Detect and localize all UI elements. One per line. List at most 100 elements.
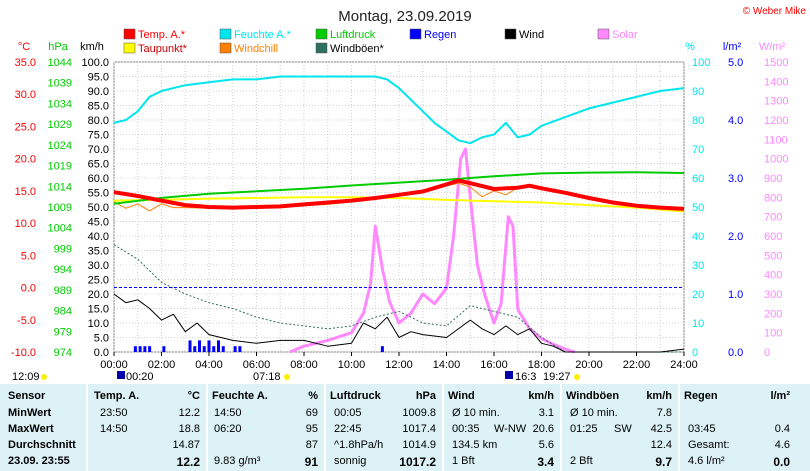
- gust-info: 2 Bft: [570, 455, 593, 467]
- header-hum-unit: %: [308, 390, 318, 402]
- axis-tick-label: 25.0: [88, 275, 109, 287]
- rain-bar: [148, 346, 152, 352]
- x-tick-label: 20:00: [575, 359, 603, 371]
- legend-label: Windchill: [234, 43, 278, 55]
- legend-swatch: [219, 42, 232, 54]
- press-time: 22:45: [334, 423, 362, 435]
- rain-value: 0.4: [774, 423, 790, 435]
- legend-swatch: [409, 28, 422, 40]
- legend-label: Temp. A.*: [138, 29, 186, 41]
- temp-value: 14.87: [172, 439, 200, 451]
- axis-tick-label: 20.0: [88, 289, 109, 301]
- legend-label: Regen: [424, 29, 456, 41]
- legend-item: Feuchte A.*: [219, 28, 292, 41]
- time-marker: 00:20: [126, 371, 154, 383]
- sun-icon: [574, 374, 580, 380]
- axis-tick-label: 984: [54, 306, 72, 318]
- axis-tick-label: 35.0: [88, 246, 109, 258]
- axis-tick-label: 30.0: [88, 260, 109, 272]
- table-column-bg: [680, 384, 810, 471]
- rain-value: 4.6: [774, 439, 790, 451]
- axis-tick-label: 60: [692, 173, 704, 185]
- wind-value: 20.6: [532, 423, 554, 435]
- x-tick-label: 16:00: [480, 359, 508, 371]
- axis-tick-label: 10: [692, 318, 704, 330]
- rain-bar: [193, 346, 197, 352]
- table-column-bg: [444, 384, 560, 471]
- axis-tick-label: 80: [692, 115, 704, 127]
- gust-info: Ø 10 min.: [570, 407, 618, 419]
- axis-tick-label: 5.0: [21, 250, 36, 262]
- axis-tick-label: 65.0: [88, 159, 109, 171]
- axis-tick-label: 90: [692, 86, 704, 98]
- table-column-bg: [0, 384, 86, 471]
- axis-tick-label: 40: [692, 231, 704, 243]
- series-feuchte-a: [113, 75, 685, 145]
- legend-item: Windchill: [219, 42, 278, 55]
- sun-icon: [41, 374, 47, 380]
- time-marker: 12:09: [12, 371, 40, 383]
- rain-bar: [238, 346, 242, 352]
- axis-tick-label: 700: [764, 212, 782, 224]
- row-label: 23.09. 23:55: [8, 455, 70, 467]
- rain-bar: [162, 346, 166, 352]
- axis-tick-label: 0.0: [94, 347, 109, 359]
- header-temp: Temp. A.: [94, 390, 140, 402]
- legend-label: Luftdruck: [330, 29, 376, 41]
- legend-item: Windböen*: [315, 42, 385, 55]
- header-rain: Regen: [684, 390, 718, 402]
- axis-tick-label: 300: [764, 289, 782, 301]
- rain-bar: [217, 340, 220, 352]
- axis-tick-label: 1300: [764, 96, 788, 108]
- x-tick-label: 24:00: [670, 359, 698, 371]
- header-rain-unit: l/m²: [770, 390, 790, 402]
- axis-tick-label: 0.0: [728, 347, 743, 359]
- rain-bar: [202, 346, 206, 352]
- chart-title: Montag, 23.09.2019: [338, 8, 471, 25]
- temp-axis: 35.0 30.0 25.0 20.0 15.0 10.0 5.0 0.0 -5.0 -10.0 °…: [11, 41, 36, 359]
- x-tick-label: 18:00: [528, 359, 556, 371]
- series-wind: [113, 293, 685, 353]
- axis-tick-label: 80.0: [88, 115, 109, 127]
- axis-tick-label: -10.0: [11, 347, 36, 359]
- wind-info: Ø 10 min.: [452, 407, 500, 419]
- x-tick-label: 14:00: [433, 359, 461, 371]
- sunrise-icon: [117, 371, 125, 379]
- legend-swatch: [315, 42, 328, 54]
- table-column-bg: [562, 384, 678, 471]
- temp-time: 23:50: [100, 407, 128, 419]
- axis-tick-label: -5.0: [17, 315, 36, 327]
- series-regen: [133, 340, 384, 352]
- rain-value: 0.0: [773, 455, 790, 469]
- rain-bar: [207, 340, 211, 352]
- axis-tick-label: 4.0: [728, 115, 743, 127]
- x-tick-label: 02:00: [148, 359, 176, 371]
- axis-tick-label: 35.0: [15, 57, 36, 69]
- axis-tick-label: 989: [54, 285, 72, 297]
- time-marker: 16:3: [515, 371, 536, 383]
- axis-tick-label: 974: [54, 347, 72, 359]
- axis-tick-label: 994: [54, 264, 72, 276]
- temp-value: 18.8: [178, 423, 200, 435]
- legend-label: Wind: [519, 29, 544, 41]
- axis-tick-label: 40.0: [88, 231, 109, 243]
- x-tick-label: 04:00: [195, 359, 223, 371]
- axis-tick-label: 1014: [48, 181, 72, 193]
- press-value: 1017.2: [399, 455, 436, 469]
- gust-value: 12.4: [650, 439, 672, 451]
- stats-table: Sensor Temp. A. °C Feuchte A.% Luftdruck hPa W…: [0, 384, 810, 471]
- table-column-bg: [88, 384, 206, 471]
- series-line-luftdruck: [113, 171, 685, 205]
- series-temp-a: [113, 178, 685, 211]
- header-gust-unit: km/h: [646, 390, 672, 402]
- x-tick-label: 00:00: [100, 359, 128, 371]
- press-time: 00:05: [334, 407, 362, 419]
- temp-time: 14:50: [100, 423, 128, 435]
- axis-tick-label: 500: [764, 250, 782, 262]
- header-sensor: Sensor: [8, 390, 46, 402]
- header-wind: Wind: [448, 390, 475, 402]
- hum-time: 06:20: [214, 423, 242, 435]
- series-luftdruck: [113, 171, 685, 205]
- axis-unit-label: km/h: [80, 41, 104, 53]
